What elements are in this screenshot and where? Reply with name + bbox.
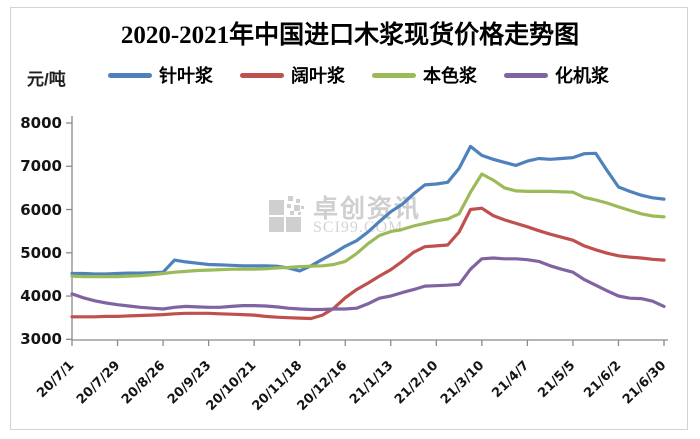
legend-item-hardwood-pulp: 阔叶浆 xyxy=(240,62,345,88)
watermark-logo-square xyxy=(269,200,284,215)
legend-line-swatch-chemi-mechanical xyxy=(504,72,548,78)
legend-label: 本色浆 xyxy=(423,66,477,86)
chart-border xyxy=(10,7,688,430)
legend-line-swatch-hardwood xyxy=(240,72,284,78)
y-axis-tick-label: 7000 xyxy=(20,157,62,176)
legend-item-chemi-mechanical-pulp: 化机浆 xyxy=(504,62,609,88)
watermark-logo-icon xyxy=(269,196,305,234)
y-axis-tick-label: 6000 xyxy=(20,200,62,219)
legend: 针叶浆 阔叶浆 本色浆 化机浆 xyxy=(108,62,609,88)
watermark-brand: 卓创资讯 xyxy=(313,195,422,223)
series-line-针叶浆 xyxy=(70,144,666,276)
legend-line-swatch-softwood xyxy=(108,72,152,78)
y-axis-tick-label: 8000 xyxy=(20,114,62,132)
watermark-logo-square xyxy=(286,217,301,232)
series-line-本色浆 xyxy=(70,172,666,279)
watermark-logo-dot xyxy=(301,206,304,209)
watermark-logo-dot xyxy=(294,205,300,211)
y-axis-tick-label: 3000 xyxy=(20,330,62,349)
watermark-logo-dot xyxy=(296,199,300,203)
legend-label: 针叶浆 xyxy=(159,66,213,86)
watermark-logo-square xyxy=(269,217,284,232)
y-axis-tick-label: 4000 xyxy=(20,287,62,305)
watermark-logo-dot xyxy=(287,204,291,208)
legend-item-natural-color-pulp: 本色浆 xyxy=(372,62,477,88)
watermark-logo-dot xyxy=(288,196,293,201)
legend-line-swatch-natural-color xyxy=(372,72,416,78)
y-axis-unit-label: 元/吨 xyxy=(27,70,66,89)
series-line-化机浆 xyxy=(70,256,666,312)
legend-label: 阔叶浆 xyxy=(291,66,345,86)
y-axis-tick-label: 5000 xyxy=(20,243,62,262)
watermark-logo-dot xyxy=(298,212,301,215)
watermark-site: SCI99.COM xyxy=(313,219,404,236)
chart-title: 2020-2021年中国进口木浆现货价格走势图 xyxy=(120,22,580,49)
watermark-logo-dot xyxy=(290,211,294,215)
series-line-阔叶浆 xyxy=(70,206,666,321)
legend-item-softwood-pulp: 针叶浆 xyxy=(108,62,213,88)
watermark: 卓创资讯 SCI99.COM xyxy=(269,196,421,236)
legend-label: 化机浆 xyxy=(555,66,609,86)
